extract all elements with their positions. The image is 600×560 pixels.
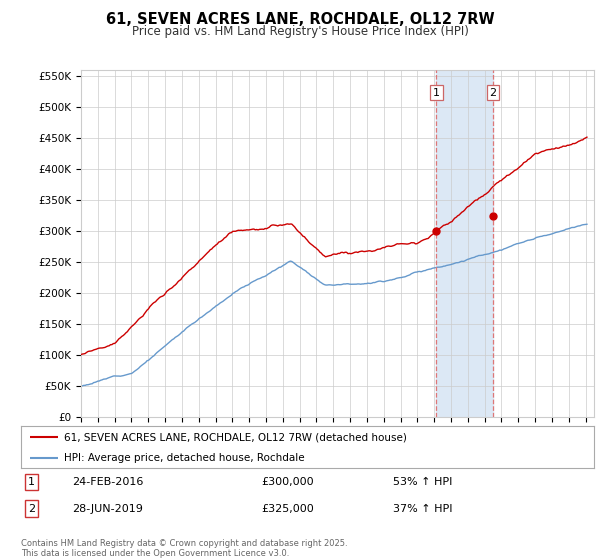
Bar <box>436 70 493 417</box>
Text: 2: 2 <box>490 87 497 97</box>
Text: 53% ↑ HPI: 53% ↑ HPI <box>394 477 453 487</box>
Text: 24-FEB-2016: 24-FEB-2016 <box>73 477 144 487</box>
Text: £325,000: £325,000 <box>262 503 314 514</box>
Text: £300,000: £300,000 <box>262 477 314 487</box>
Text: 1: 1 <box>433 87 440 97</box>
Text: 61, SEVEN ACRES LANE, ROCHDALE, OL12 7RW: 61, SEVEN ACRES LANE, ROCHDALE, OL12 7RW <box>106 12 494 27</box>
Text: HPI: Average price, detached house, Rochdale: HPI: Average price, detached house, Roch… <box>64 454 305 463</box>
Text: Price paid vs. HM Land Registry's House Price Index (HPI): Price paid vs. HM Land Registry's House … <box>131 25 469 38</box>
Text: 1: 1 <box>28 477 35 487</box>
Text: 2: 2 <box>28 503 35 514</box>
Text: 37% ↑ HPI: 37% ↑ HPI <box>394 503 453 514</box>
Text: 61, SEVEN ACRES LANE, ROCHDALE, OL12 7RW (detached house): 61, SEVEN ACRES LANE, ROCHDALE, OL12 7RW… <box>64 432 407 442</box>
Text: 28-JUN-2019: 28-JUN-2019 <box>73 503 143 514</box>
Text: Contains HM Land Registry data © Crown copyright and database right 2025.
This d: Contains HM Land Registry data © Crown c… <box>21 539 347 558</box>
